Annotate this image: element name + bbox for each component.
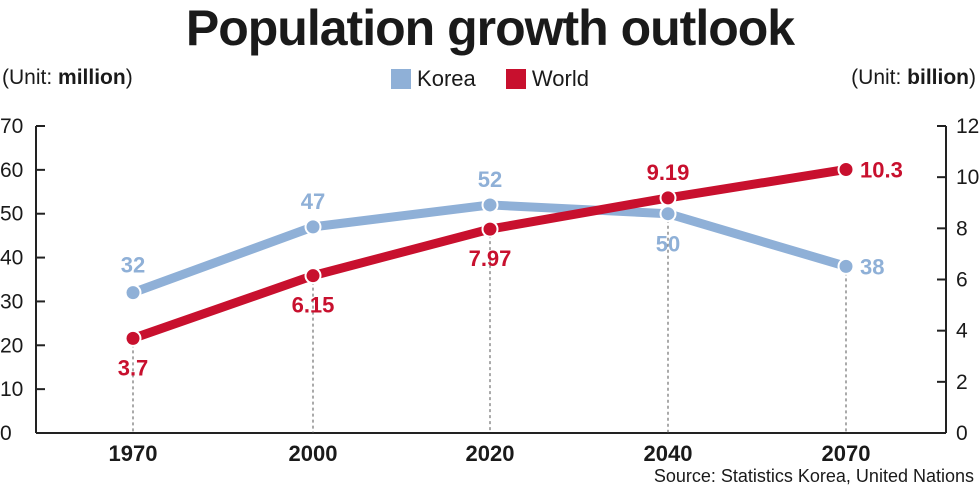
right-tick-label: 6 [956, 269, 968, 292]
data-label-world: 10.3 [860, 157, 903, 182]
legend-label-world: World [531, 66, 589, 91]
left-tick-label: 50 [0, 203, 23, 226]
right-tick-label: 8 [956, 217, 968, 240]
x-tick-label: 2040 [644, 441, 693, 466]
data-point-world [659, 189, 677, 207]
left-tick-label: 20 [0, 334, 23, 357]
data-label-world: 3.7 [118, 355, 149, 380]
left-tick-label: 60 [0, 159, 23, 182]
data-point-korea [837, 257, 855, 275]
legend-item-korea: Korea [391, 66, 476, 92]
data-point-korea [124, 284, 142, 302]
data-point-world [304, 267, 322, 285]
right-tick-label: 2 [956, 371, 968, 394]
data-point-world [481, 220, 499, 238]
left-tick-label: 40 [0, 247, 23, 270]
data-point-world [837, 160, 855, 178]
data-label-korea: 32 [121, 253, 145, 278]
source-note: Source: Statistics Korea, United Nations [653, 466, 974, 486]
x-tick-label: 2020 [466, 441, 515, 466]
data-label-korea: 50 [656, 232, 680, 257]
x-tick-label: 1970 [109, 441, 158, 466]
data-point-korea [304, 218, 322, 236]
data-point-world [124, 329, 142, 347]
chart-title: Population growth outlook [185, 0, 795, 56]
legend-swatch-world [505, 69, 526, 89]
x-tick-label: 2070 [822, 441, 871, 466]
right-tick-label: 0 [956, 422, 968, 445]
right-tick-label: 12 [956, 115, 979, 138]
x-tick-label: 2000 [289, 441, 338, 466]
left-axis-unit: (Unit: million) [2, 66, 133, 89]
legend-label-korea: Korea [417, 66, 476, 91]
legend: Korea World [0, 66, 980, 92]
left-tick-label: 10 [0, 378, 23, 401]
right-axis-unit: (Unit: billion) [851, 66, 976, 89]
data-label-world: 7.97 [469, 246, 512, 271]
legend-item-world: World [505, 66, 589, 92]
data-label-korea: 52 [478, 167, 502, 192]
data-point-korea [481, 196, 499, 214]
legend-swatch-korea [391, 69, 412, 89]
data-label-korea: 47 [301, 189, 325, 214]
left-tick-label: 70 [0, 115, 23, 138]
left-tick-label: 0 [0, 422, 12, 445]
data-label-world: 6.15 [292, 293, 335, 318]
left-tick-label: 30 [0, 290, 23, 313]
data-label-world: 9.19 [647, 160, 690, 185]
right-tick-label: 10 [956, 166, 979, 189]
right-tick-label: 4 [956, 320, 968, 343]
data-label-korea: 38 [860, 254, 884, 279]
data-point-korea [659, 205, 677, 223]
